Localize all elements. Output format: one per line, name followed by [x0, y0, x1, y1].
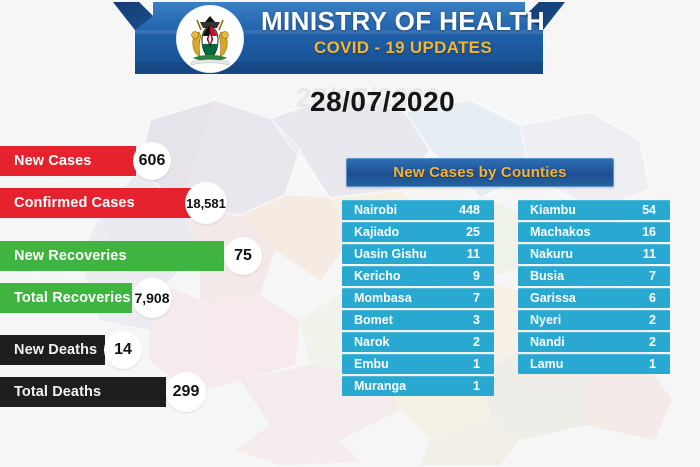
- stat-value-bubble: 7,908: [132, 278, 172, 318]
- counties-panel: New Cases by Counties Nairobi 448 Kajiado 2…: [340, 158, 686, 396]
- county-name: Machakos: [530, 225, 591, 239]
- county-row: Garissa 6: [518, 288, 670, 308]
- county-name: Bomet: [354, 313, 393, 327]
- stat-bar-new-deaths: New Deaths: [0, 335, 105, 365]
- county-name: Narok: [354, 335, 390, 349]
- county-name: Nandi: [530, 335, 565, 349]
- county-case-count: 11: [642, 247, 656, 261]
- stat-label: Total Deaths: [14, 384, 102, 400]
- county-name: Nairobi: [354, 203, 398, 217]
- county-row: Nyeri 2: [518, 310, 670, 330]
- county-name: Kericho: [354, 269, 401, 283]
- stat-bar-total-recoveries: Total Recoveries: [0, 283, 132, 313]
- stat-value-bubble: 75: [224, 237, 262, 275]
- county-case-count: 1: [649, 357, 656, 371]
- county-case-count: 16: [642, 225, 656, 239]
- county-case-count: 11: [466, 247, 480, 261]
- county-case-count: 1: [473, 379, 480, 393]
- county-name: Uasin Gishu: [354, 247, 427, 261]
- county-case-count: 25: [466, 225, 480, 239]
- county-row: Kajiado 25: [342, 222, 494, 242]
- county-case-count: 7: [649, 269, 656, 283]
- county-name: Kajiado: [354, 225, 400, 239]
- county-case-count: 3: [473, 313, 480, 327]
- stat-value-bubble: 14: [104, 331, 142, 369]
- stat-value-bubble: 18,581: [185, 182, 227, 224]
- county-name: Nakuru: [530, 247, 574, 261]
- county-row: Lamu 1: [518, 354, 670, 374]
- county-row: Embu 1: [342, 354, 494, 374]
- county-row: Nandi 2: [518, 332, 670, 352]
- kenya-coat-of-arms-icon: [177, 6, 243, 72]
- stat-value-bubble: 606: [133, 142, 171, 180]
- county-case-count: 2: [649, 335, 656, 349]
- county-row: Bomet 3: [342, 310, 494, 330]
- report-date: 28/07/2020: [310, 86, 456, 117]
- county-row: Busia 7: [518, 266, 670, 286]
- stat-bar-total-deaths: Total Deaths: [0, 377, 166, 407]
- date-watermark: 28/07/2020: [296, 82, 442, 113]
- county-name: Muranga: [354, 379, 407, 393]
- stat-label: Total Recoveries: [14, 290, 131, 306]
- county-row: Nakuru 11: [518, 244, 670, 264]
- county-case-count: 448: [459, 203, 480, 217]
- county-row: Muranga 1: [342, 376, 494, 396]
- county-row: Kiambu 54: [518, 200, 670, 220]
- counties-panel-title: New Cases by Counties: [346, 158, 614, 187]
- stat-label: New Cases: [14, 153, 92, 169]
- county-row: Machakos 16: [518, 222, 670, 242]
- county-row: Kericho 9: [342, 266, 494, 286]
- county-case-count: 1: [473, 357, 480, 371]
- stat-bar-new-recoveries: New Recoveries: [0, 241, 224, 271]
- county-name: Nyeri: [530, 313, 562, 327]
- county-name: Kiambu: [530, 203, 576, 217]
- county-case-count: 7: [473, 291, 480, 305]
- counties-title-text: New Cases by Counties: [393, 164, 567, 181]
- county-row: Nairobi 448: [342, 200, 494, 220]
- stat-value-bubble: 299: [166, 372, 206, 412]
- county-case-count: 9: [473, 269, 480, 283]
- county-row: Mombasa 7: [342, 288, 494, 308]
- counties-column-right: Kiambu 54 Machakos 16 Nakuru 11 Busia 7 Garissa 6…: [518, 200, 670, 376]
- stat-bar-new-cases: New Cases: [0, 146, 136, 176]
- county-name: Lamu: [530, 357, 564, 371]
- stat-bar-confirmed-cases: Confirmed Cases: [0, 188, 196, 218]
- county-case-count: 2: [473, 335, 480, 349]
- county-name: Embu: [354, 357, 389, 371]
- county-row: Narok 2: [342, 332, 494, 352]
- county-name: Mombasa: [354, 291, 412, 305]
- county-name: Busia: [530, 269, 565, 283]
- county-case-count: 6: [649, 291, 656, 305]
- stat-label: New Deaths: [14, 342, 98, 358]
- county-case-count: 54: [642, 203, 656, 217]
- county-case-count: 2: [649, 313, 656, 327]
- counties-column-left: Nairobi 448 Kajiado 25 Uasin Gishu 11 Kericho 9…: [342, 200, 494, 398]
- county-row: Uasin Gishu 11: [342, 244, 494, 264]
- stat-label: Confirmed Cases: [14, 195, 135, 211]
- stat-label: New Recoveries: [14, 248, 127, 264]
- county-name: Garissa: [530, 291, 576, 305]
- summary-stats: New Cases 606 Confirmed Cases 18,581 New Rec…: [0, 0, 300, 467]
